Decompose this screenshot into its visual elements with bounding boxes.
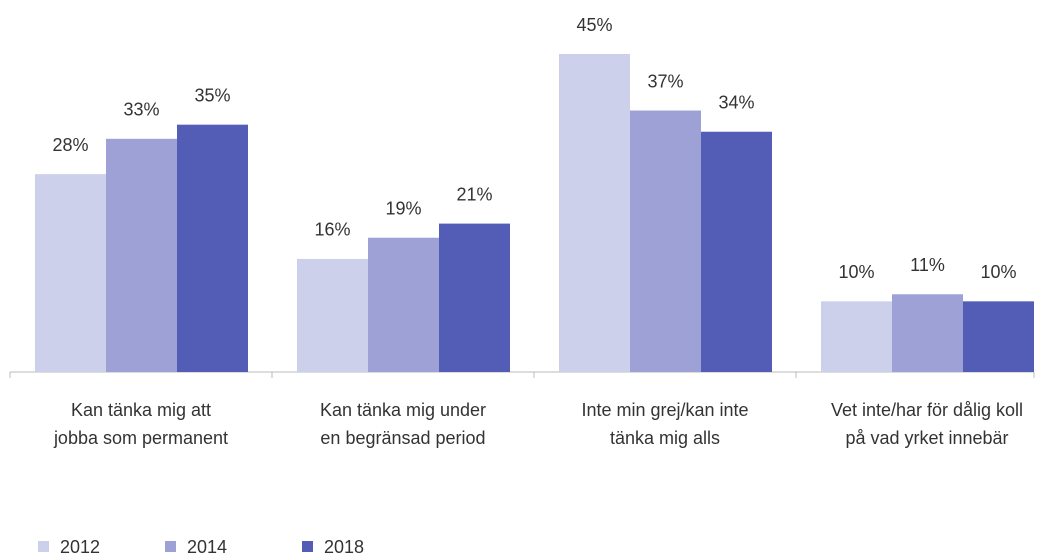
bar bbox=[892, 294, 963, 372]
data-label: 11% bbox=[910, 255, 945, 275]
bar bbox=[297, 258, 368, 372]
data-label: 35% bbox=[194, 85, 230, 105]
data-label: 45% bbox=[576, 15, 612, 35]
bar bbox=[106, 138, 177, 372]
legend-label: 2014 bbox=[187, 537, 227, 557]
data-label: 10% bbox=[838, 262, 874, 282]
bar bbox=[630, 110, 701, 373]
bar bbox=[439, 223, 510, 372]
legend-swatch bbox=[38, 541, 49, 552]
x-tick-label: Vet inte/har för dålig koll på vad yrket… bbox=[830, 400, 1024, 448]
legend-swatch bbox=[302, 541, 313, 552]
data-label: 10% bbox=[980, 262, 1016, 282]
data-label: 37% bbox=[647, 71, 683, 91]
bar bbox=[821, 301, 892, 372]
bar bbox=[177, 124, 248, 373]
legend-label: 2018 bbox=[324, 537, 364, 557]
data-label: 16% bbox=[314, 220, 350, 240]
bar bbox=[559, 54, 630, 372]
bar bbox=[35, 174, 106, 372]
x-tick-label: Kan tänka mig att jobba som permanent bbox=[53, 400, 229, 448]
data-label: 19% bbox=[385, 198, 421, 218]
bar bbox=[368, 237, 439, 372]
data-label: 28% bbox=[52, 135, 88, 155]
x-tick-label: Kan tänka mig under en begränsad period bbox=[319, 400, 487, 448]
data-label: 21% bbox=[456, 184, 492, 204]
bar bbox=[701, 131, 772, 372]
bar bbox=[963, 301, 1034, 372]
data-label: 33% bbox=[123, 100, 159, 120]
legend-swatch bbox=[165, 541, 176, 552]
x-tick-label: Inte min grej/kan inte tänka mig alls bbox=[581, 400, 749, 448]
legend-label: 2012 bbox=[60, 537, 100, 557]
data-label: 34% bbox=[718, 92, 754, 112]
